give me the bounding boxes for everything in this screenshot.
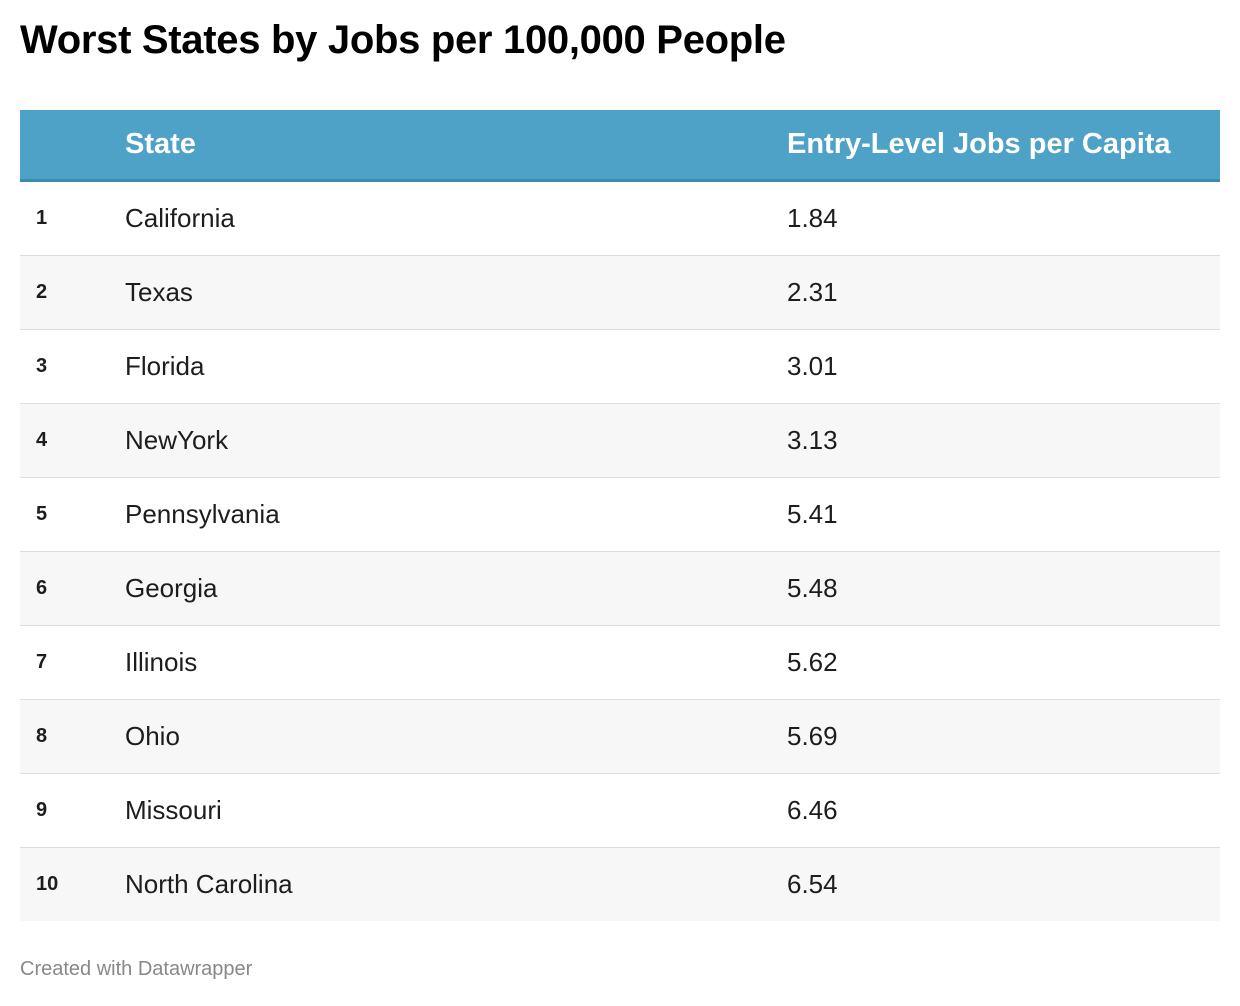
state-cell: Illinois	[125, 625, 787, 700]
value-cell: 1.84	[787, 180, 1220, 256]
header-cell: State	[125, 110, 787, 182]
table-row: 6 Georgia 5.48	[20, 551, 1220, 626]
value-cell: 5.41	[787, 477, 1220, 552]
state-cell: Texas	[125, 255, 787, 330]
table-row: 8 Ohio 5.69	[20, 699, 1220, 774]
rank-cell: 5	[20, 477, 125, 552]
table-head: State Entry-Level Jobs per Capita	[20, 110, 1220, 182]
value-cell: 5.48	[787, 551, 1220, 626]
value-cell: 3.13	[787, 403, 1220, 478]
state-cell: Missouri	[125, 773, 787, 848]
table-row: 9 Missouri 6.46	[20, 773, 1220, 848]
rank-cell: 1	[20, 180, 125, 256]
rank-cell: 8	[20, 699, 125, 774]
state-cell: Georgia	[125, 551, 787, 626]
value-cell: 6.46	[787, 773, 1220, 848]
value-cell: 3.01	[787, 329, 1220, 404]
state-cell: Pennsylvania	[125, 477, 787, 552]
title: Worst States by Jobs per 100,000 People	[20, 18, 786, 62]
table-row: 1 California 1.84	[20, 180, 1220, 256]
value-cell: 5.69	[787, 699, 1220, 774]
table-row: 10 North Carolina 6.54	[20, 847, 1220, 921]
state-cell: Ohio	[125, 699, 787, 774]
footer: Created with Datawrapper	[20, 958, 253, 980]
table-row: 2 Texas 2.31	[20, 255, 1220, 330]
rank-cell: 4	[20, 403, 125, 478]
header-row: State Entry-Level Jobs per Capita	[20, 110, 1220, 182]
data-table: State Entry-Level Jobs per Capita 1 Calif…	[20, 110, 1220, 921]
value-cell: 5.62	[787, 625, 1220, 700]
rank-cell: 3	[20, 329, 125, 404]
rank-cell: 2	[20, 255, 125, 330]
table-row: 4 NewYork 3.13	[20, 403, 1220, 478]
rank-cell: 10	[20, 847, 125, 921]
table-row: 3 Florida 3.01	[20, 329, 1220, 404]
value-cell: 6.54	[787, 847, 1220, 921]
header-cell	[20, 110, 125, 182]
rank-cell: 9	[20, 773, 125, 848]
state-cell: California	[125, 180, 787, 256]
state-cell: NewYork	[125, 403, 787, 478]
state-cell: Florida	[125, 329, 787, 404]
header-cell: Entry-Level Jobs per Capita	[787, 110, 1220, 182]
value-cell: 2.31	[787, 255, 1220, 330]
table-row: 5 Pennsylvania 5.41	[20, 477, 1220, 552]
rank-cell: 7	[20, 625, 125, 700]
table-row: 7 Illinois 5.62	[20, 625, 1220, 700]
state-cell: North Carolina	[125, 847, 787, 921]
table-body: 1 California 1.84 2 Texas 2.31 3 Florida 3.01 4 Ne…	[20, 180, 1220, 921]
rank-cell: 6	[20, 551, 125, 626]
